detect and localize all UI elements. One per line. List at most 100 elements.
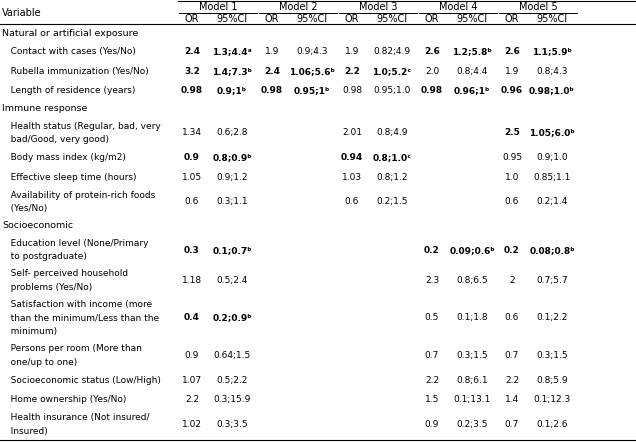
Text: 0.2;1.5: 0.2;1.5 bbox=[377, 198, 408, 206]
Text: 2.4: 2.4 bbox=[184, 47, 200, 56]
Text: 0.7: 0.7 bbox=[505, 420, 519, 429]
Text: 0.64;1.5: 0.64;1.5 bbox=[213, 351, 251, 360]
Text: 0.4: 0.4 bbox=[184, 313, 200, 322]
Text: 2.2: 2.2 bbox=[505, 376, 519, 385]
Text: 0.96;1ᵇ: 0.96;1ᵇ bbox=[454, 86, 490, 95]
Text: 0.3;15.9: 0.3;15.9 bbox=[213, 395, 251, 404]
Text: 2: 2 bbox=[509, 276, 515, 285]
Text: OR: OR bbox=[425, 14, 439, 23]
Text: 0.2: 0.2 bbox=[504, 246, 520, 255]
Text: 1.2;5.8ᵇ: 1.2;5.8ᵇ bbox=[452, 47, 492, 56]
Text: 0.9;1.2: 0.9;1.2 bbox=[216, 172, 248, 182]
Text: 0.98: 0.98 bbox=[421, 86, 443, 95]
Text: 2.01: 2.01 bbox=[342, 128, 362, 137]
Text: 0.8;1.2: 0.8;1.2 bbox=[377, 172, 408, 182]
Text: Health insurance (Not insured/: Health insurance (Not insured/ bbox=[2, 413, 149, 422]
Text: 1.9: 1.9 bbox=[505, 67, 519, 76]
Text: 0.6: 0.6 bbox=[345, 198, 359, 206]
Text: 0.3;1.5: 0.3;1.5 bbox=[456, 351, 488, 360]
Text: 0.6: 0.6 bbox=[505, 313, 519, 322]
Text: 0.8;0.9ᵇ: 0.8;0.9ᵇ bbox=[212, 153, 252, 162]
Text: 0.7: 0.7 bbox=[505, 351, 519, 360]
Text: Body mass index (kg/m2): Body mass index (kg/m2) bbox=[2, 153, 126, 162]
Text: Availability of protein-rich foods: Availability of protein-rich foods bbox=[2, 191, 155, 200]
Text: 0.8;4.9: 0.8;4.9 bbox=[377, 128, 408, 137]
Text: 0.8;4.3: 0.8;4.3 bbox=[536, 67, 568, 76]
Text: 0.9: 0.9 bbox=[185, 351, 199, 360]
Text: 2.3: 2.3 bbox=[425, 276, 439, 285]
Text: 0.98;1.0ᵇ: 0.98;1.0ᵇ bbox=[529, 86, 575, 95]
Text: Home ownership (Yes/No): Home ownership (Yes/No) bbox=[2, 395, 127, 404]
Text: OR: OR bbox=[265, 14, 279, 23]
Text: Rubella immunization (Yes/No): Rubella immunization (Yes/No) bbox=[2, 67, 149, 76]
Text: 0.08;0.8ᵇ: 0.08;0.8ᵇ bbox=[529, 246, 575, 255]
Text: 1.05: 1.05 bbox=[182, 172, 202, 182]
Text: Length of residence (years): Length of residence (years) bbox=[2, 86, 135, 95]
Text: 2.4: 2.4 bbox=[264, 67, 280, 76]
Text: bad/Good, very good): bad/Good, very good) bbox=[2, 135, 109, 144]
Text: 0.1;0.7ᵇ: 0.1;0.7ᵇ bbox=[212, 246, 252, 255]
Text: 2.0: 2.0 bbox=[425, 67, 439, 76]
Text: one/up to one): one/up to one) bbox=[2, 358, 77, 366]
Text: 1.18: 1.18 bbox=[182, 276, 202, 285]
Text: Immune response: Immune response bbox=[2, 104, 87, 113]
Text: 1.03: 1.03 bbox=[342, 172, 362, 182]
Text: Model 5: Model 5 bbox=[519, 2, 557, 12]
Text: 0.3;1.1: 0.3;1.1 bbox=[216, 198, 248, 206]
Text: 0.5: 0.5 bbox=[425, 313, 439, 322]
Text: Education level (None/Primary: Education level (None/Primary bbox=[2, 239, 148, 248]
Text: 0.2;1.4: 0.2;1.4 bbox=[536, 198, 568, 206]
Text: 0.8;6.5: 0.8;6.5 bbox=[456, 276, 488, 285]
Text: 0.9: 0.9 bbox=[184, 153, 200, 162]
Text: minimum): minimum) bbox=[2, 327, 57, 336]
Text: 0.98: 0.98 bbox=[342, 86, 362, 95]
Text: 2.6: 2.6 bbox=[424, 47, 440, 56]
Text: Effective sleep time (hours): Effective sleep time (hours) bbox=[2, 172, 137, 182]
Text: 0.1;2.2: 0.1;2.2 bbox=[536, 313, 568, 322]
Text: 0.95: 0.95 bbox=[502, 153, 522, 162]
Text: Socioeconomic: Socioeconomic bbox=[2, 221, 73, 230]
Text: 1.0;5.2ᶜ: 1.0;5.2ᶜ bbox=[373, 67, 411, 76]
Text: 0.9;1.0: 0.9;1.0 bbox=[536, 153, 568, 162]
Text: Health status (Regular, bad, very: Health status (Regular, bad, very bbox=[2, 122, 161, 130]
Text: 0.5;2.2: 0.5;2.2 bbox=[216, 376, 247, 385]
Text: 95%CI: 95%CI bbox=[536, 14, 567, 23]
Text: 1.4;7.3ᵇ: 1.4;7.3ᵇ bbox=[212, 67, 252, 76]
Text: 0.1;1.8: 0.1;1.8 bbox=[456, 313, 488, 322]
Text: 0.1;13.1: 0.1;13.1 bbox=[453, 395, 491, 404]
Text: Model 1: Model 1 bbox=[198, 2, 237, 12]
Text: 1.02: 1.02 bbox=[182, 420, 202, 429]
Text: 1.0: 1.0 bbox=[505, 172, 519, 182]
Text: 0.98: 0.98 bbox=[261, 86, 283, 95]
Text: than the minimum/Less than the: than the minimum/Less than the bbox=[2, 313, 159, 322]
Text: 0.1;12.3: 0.1;12.3 bbox=[534, 395, 570, 404]
Text: 0.2: 0.2 bbox=[424, 246, 440, 255]
Text: OR: OR bbox=[345, 14, 359, 23]
Text: Self- perceived household: Self- perceived household bbox=[2, 269, 128, 278]
Text: 1.3;4.4ᵃ: 1.3;4.4ᵃ bbox=[212, 47, 252, 56]
Text: problems (Yes/No): problems (Yes/No) bbox=[2, 283, 92, 292]
Text: 2.2: 2.2 bbox=[185, 395, 199, 404]
Text: 2.2: 2.2 bbox=[425, 376, 439, 385]
Text: 95%CI: 95%CI bbox=[296, 14, 328, 23]
Text: 1.1;5.9ᵇ: 1.1;5.9ᵇ bbox=[532, 47, 572, 56]
Text: 1.4: 1.4 bbox=[505, 395, 519, 404]
Text: 0.7: 0.7 bbox=[425, 351, 439, 360]
Text: 0.8;4.4: 0.8;4.4 bbox=[456, 67, 488, 76]
Text: Natural or artificial exposure: Natural or artificial exposure bbox=[2, 29, 138, 38]
Text: OR: OR bbox=[184, 14, 199, 23]
Text: to postgraduate): to postgraduate) bbox=[2, 252, 87, 261]
Text: 0.3;3.5: 0.3;3.5 bbox=[216, 420, 248, 429]
Text: OR: OR bbox=[505, 14, 519, 23]
Text: Contact with cases (Yes/No): Contact with cases (Yes/No) bbox=[2, 47, 136, 56]
Text: 0.9;4.3: 0.9;4.3 bbox=[296, 47, 328, 56]
Text: 0.95;1.0: 0.95;1.0 bbox=[373, 86, 411, 95]
Text: 0.3: 0.3 bbox=[184, 246, 200, 255]
Text: 2.5: 2.5 bbox=[504, 128, 520, 137]
Text: Model 4: Model 4 bbox=[439, 2, 477, 12]
Text: 1.9: 1.9 bbox=[345, 47, 359, 56]
Text: 0.95;1ᵇ: 0.95;1ᵇ bbox=[294, 86, 330, 95]
Text: 0.5;2.4: 0.5;2.4 bbox=[216, 276, 247, 285]
Text: 1.06;5.6ᵇ: 1.06;5.6ᵇ bbox=[289, 67, 335, 76]
Text: 0.98: 0.98 bbox=[181, 86, 203, 95]
